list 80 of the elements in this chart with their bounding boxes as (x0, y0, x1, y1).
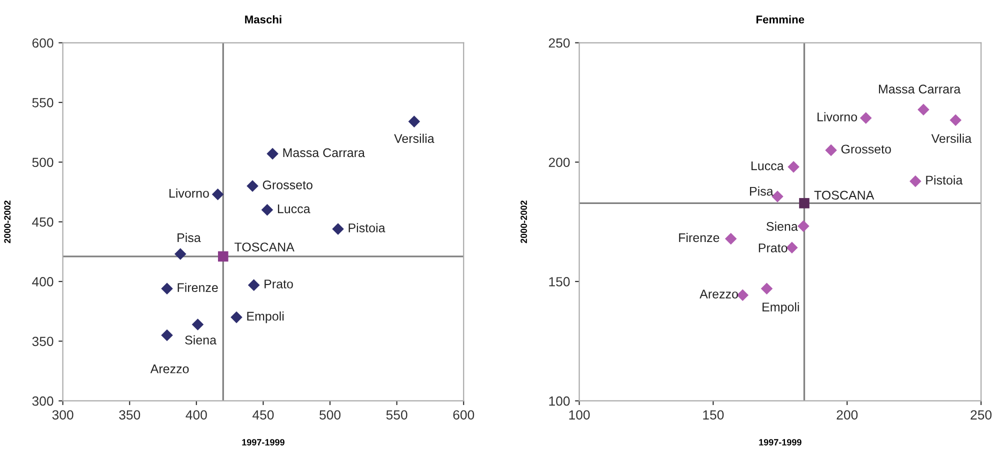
y-tick-label: 100 (549, 396, 570, 406)
annotation: Massa Carrara (878, 84, 961, 94)
y-tick-label: 350 (32, 336, 54, 346)
point (799, 198, 810, 208)
annotation: TOSCANA (814, 190, 874, 200)
annotation: Grosseto (262, 180, 312, 190)
point (772, 190, 784, 202)
point (408, 116, 420, 128)
x-tick-label: 200 (836, 410, 858, 420)
y-tick-label: 600 (32, 38, 54, 48)
y-axis-title: 2000-2002 (4, 200, 11, 244)
point (218, 251, 228, 262)
annotation: Lucca (751, 162, 784, 170)
y-tick-label: 550 (32, 98, 54, 108)
annotation: Firenze (679, 232, 720, 242)
annotation: Versilia (931, 134, 972, 143)
point (760, 282, 773, 295)
x-tick-label: 250 (970, 410, 992, 420)
annotation: Arezzo (150, 364, 189, 374)
y-axis-title: 2000-2002 (520, 200, 527, 244)
y-tick-label: 450 (32, 217, 54, 227)
point (230, 311, 242, 324)
annotation: Massa Carrara (283, 148, 365, 158)
point (248, 279, 260, 291)
x-tick-label: 100 (569, 410, 590, 420)
point (918, 104, 930, 116)
point (161, 282, 173, 295)
y-tick-label: 200 (548, 158, 570, 168)
point (736, 289, 749, 301)
x-tick-label: 400 (186, 410, 207, 420)
y-tick-label: 500 (32, 158, 54, 168)
annotation: Empoli (762, 302, 799, 314)
y-tick-label: 150 (549, 277, 570, 286)
point (174, 248, 186, 260)
y-tick-label: 400 (32, 277, 54, 286)
point (825, 144, 837, 156)
annotation: Pistoia (926, 175, 963, 185)
annotation: Lucca (278, 204, 310, 214)
x-tick-label: 350 (119, 410, 140, 420)
annotation: Pisa (178, 232, 201, 242)
point (332, 223, 344, 235)
annotation: TOSCANA (234, 242, 294, 252)
x-tick-label: 300 (52, 410, 74, 420)
y-tick-label: 300 (32, 396, 54, 406)
x-tick-label: 500 (320, 410, 340, 420)
annotation: Empoli (247, 311, 284, 324)
point (212, 188, 224, 200)
point (950, 114, 962, 126)
annotation: Siena (185, 335, 217, 344)
x-tick-label: 450 (252, 410, 274, 420)
x-axis-title: 1997-1999 (242, 439, 284, 446)
point (246, 180, 258, 192)
annotation: Arezzo (700, 290, 738, 298)
point (724, 232, 737, 245)
annotation: Grosseto (841, 144, 891, 154)
annotation: Prato (264, 280, 293, 288)
point (798, 220, 810, 232)
chart-title: Femmine (756, 15, 804, 24)
point (910, 175, 922, 188)
point (192, 318, 204, 330)
x-tick-label: 550 (386, 410, 408, 420)
annotation: Firenze (178, 282, 218, 292)
annotation: Pistoia (348, 223, 386, 232)
x-axis-title: 1997-1999 (759, 439, 802, 446)
point (266, 148, 278, 160)
chart-title: Maschi (245, 15, 282, 24)
x-tick-label: 150 (703, 410, 724, 420)
annotation: Prato (758, 244, 788, 252)
y-tick-label: 250 (548, 38, 570, 48)
annotation: Livorno (818, 112, 858, 122)
annotation: Livorno (169, 188, 209, 198)
point (161, 329, 173, 342)
annotation: Siena (766, 222, 798, 231)
point (261, 204, 274, 216)
annotation: Pisa (750, 186, 774, 196)
point (788, 161, 800, 173)
point (860, 112, 872, 124)
point (786, 242, 798, 254)
annotation: Versilia (394, 134, 434, 143)
x-tick-label: 600 (453, 410, 474, 420)
